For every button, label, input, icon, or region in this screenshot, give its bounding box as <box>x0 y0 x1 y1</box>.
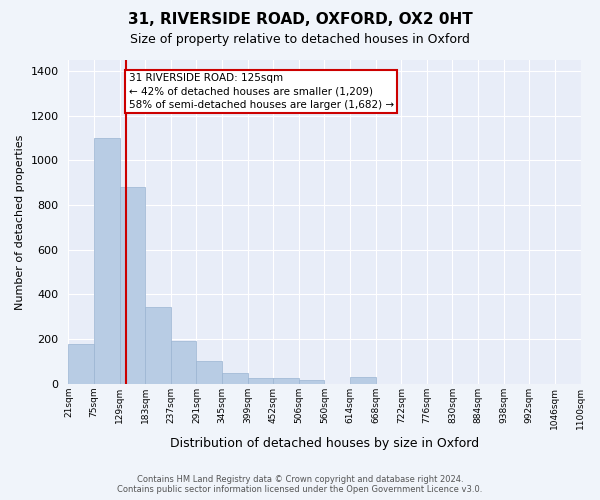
Bar <box>350 377 376 384</box>
Bar <box>222 372 248 384</box>
Y-axis label: Number of detached properties: Number of detached properties <box>15 134 25 310</box>
Text: Size of property relative to detached houses in Oxford: Size of property relative to detached ho… <box>130 32 470 46</box>
Bar <box>196 362 222 384</box>
Bar <box>94 138 119 384</box>
Bar <box>171 342 196 384</box>
Text: Contains HM Land Registry data © Crown copyright and database right 2024.
Contai: Contains HM Land Registry data © Crown c… <box>118 474 482 494</box>
Bar <box>145 306 171 384</box>
Bar <box>119 188 145 384</box>
Text: 31 RIVERSIDE ROAD: 125sqm
← 42% of detached houses are smaller (1,209)
58% of se: 31 RIVERSIDE ROAD: 125sqm ← 42% of detac… <box>128 74 394 110</box>
Bar <box>68 344 94 384</box>
X-axis label: Distribution of detached houses by size in Oxford: Distribution of detached houses by size … <box>170 437 479 450</box>
Bar <box>273 378 299 384</box>
Bar <box>299 380 325 384</box>
Bar <box>248 378 273 384</box>
Text: 31, RIVERSIDE ROAD, OXFORD, OX2 0HT: 31, RIVERSIDE ROAD, OXFORD, OX2 0HT <box>128 12 472 27</box>
